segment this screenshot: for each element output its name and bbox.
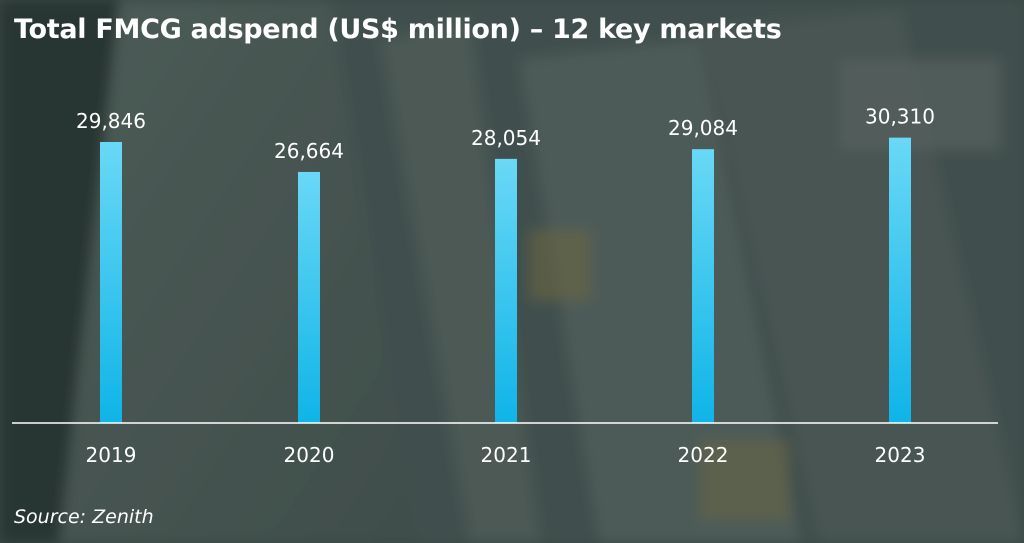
x-tick-label-2022: 2022 xyxy=(678,443,729,467)
value-label-2020: 26,664 xyxy=(274,139,344,163)
x-tick-label-2020: 2020 xyxy=(284,443,335,467)
bar-2020 xyxy=(298,171,320,423)
value-label-2023: 30,310 xyxy=(865,105,935,129)
x-tick-label-2021: 2021 xyxy=(481,443,532,467)
bar-2019 xyxy=(100,142,122,423)
bar-2023 xyxy=(889,137,911,423)
x-tick-label-2023: 2023 xyxy=(875,443,926,467)
value-label-2022: 29,084 xyxy=(668,116,738,140)
chart-title: Total FMCG adspend (US$ million) – 12 ke… xyxy=(14,14,782,45)
bar-2021 xyxy=(495,158,517,423)
value-label-2021: 28,054 xyxy=(471,126,541,150)
value-label-2019: 29,846 xyxy=(76,109,146,133)
source-note: Source: Zenith xyxy=(14,506,154,528)
x-tick-label-2019: 2019 xyxy=(86,443,137,467)
bar-2022 xyxy=(692,149,714,423)
